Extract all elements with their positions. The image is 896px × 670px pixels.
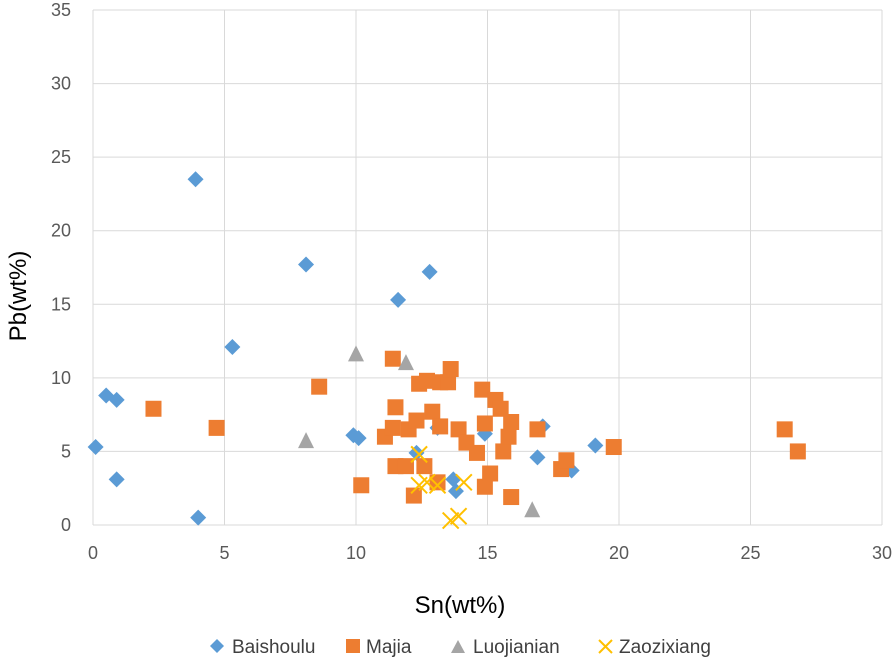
point-majia [468, 444, 485, 461]
point-majia [384, 350, 401, 367]
point-majia [387, 399, 404, 416]
legend-item-luojianian: Luojianian [451, 637, 560, 658]
legend-marker-zaozixiang [598, 639, 613, 654]
point-majia [558, 452, 575, 469]
y-tick-label: 35 [51, 0, 71, 20]
legend-label-majia: Majia [366, 637, 412, 658]
point-majia [311, 378, 328, 395]
point-luojianian [298, 432, 315, 449]
legend-label-baishoulu: Baishoulu [232, 637, 315, 658]
y-axis-ticks: 0 5 10 15 20 25 30 35 [51, 0, 71, 535]
x-tick-label: 15 [477, 543, 497, 563]
y-tick-label: 15 [51, 294, 71, 314]
point-majia [776, 421, 793, 438]
point-zaozixiang [418, 473, 436, 492]
point-majia [408, 412, 425, 429]
x-tick-label: 20 [609, 543, 629, 563]
point-majia [145, 400, 162, 417]
point-baishoulu [350, 430, 367, 447]
point-baishoulu [390, 291, 407, 308]
point-baishoulu [587, 437, 604, 454]
data-points [87, 171, 806, 530]
y-tick-label: 10 [51, 368, 71, 388]
x-axis-title: Sn(wt%) [415, 592, 506, 619]
legend-item-majia: Majia [346, 637, 412, 658]
point-luojianian [348, 345, 364, 362]
x-tick-label: 0 [88, 543, 98, 563]
point-majia [416, 458, 433, 475]
y-tick-label: 0 [61, 515, 71, 535]
point-baishoulu [108, 391, 125, 408]
gridlines [92, 9, 883, 526]
legend-item-baishoulu: Baishoulu [210, 637, 315, 658]
point-baishoulu [108, 471, 125, 488]
point-majia [397, 458, 414, 475]
point-majia [492, 400, 509, 417]
point-majia [476, 478, 493, 495]
x-tick-label: 5 [219, 543, 229, 563]
x-tick-label: 30 [872, 543, 892, 563]
legend-label-zaozixiang: Zaozixiang [619, 637, 711, 658]
point-luojianian [397, 354, 414, 371]
point-baishoulu [224, 338, 241, 355]
point-baishoulu [421, 263, 438, 280]
point-zaozixiang [441, 511, 460, 530]
legend: Baishoulu Majia Luojianian Zaozixiang [210, 637, 711, 658]
x-axis-ticks: 0 5 10 15 20 25 30 [88, 543, 892, 563]
point-majia [353, 477, 370, 494]
point-majia [450, 421, 467, 438]
y-tick-label: 5 [61, 441, 71, 461]
point-majia [495, 443, 512, 460]
point-zaozixiang [455, 473, 473, 492]
point-zaozixiang [410, 445, 428, 464]
legend-item-zaozixiang: Zaozixiang [598, 637, 711, 658]
legend-marker-baishoulu [210, 639, 224, 653]
point-majia [503, 414, 520, 430]
point-majia [442, 361, 459, 378]
point-baishoulu [298, 256, 315, 273]
point-majia [424, 403, 441, 420]
point-majia [440, 374, 457, 391]
point-majia [605, 439, 622, 456]
y-tick-label: 20 [51, 221, 71, 241]
y-tick-label: 25 [51, 147, 71, 167]
point-majia [476, 415, 493, 432]
point-majia [384, 419, 401, 436]
point-majia [405, 487, 422, 504]
point-zaozixiang [428, 476, 447, 494]
point-baishoulu [445, 471, 462, 488]
point-luojianian [524, 501, 541, 518]
point-baishoulu [529, 449, 546, 466]
point-baishoulu [190, 509, 207, 526]
point-majia [429, 474, 446, 491]
point-majia [432, 418, 449, 435]
point-majia [482, 465, 499, 482]
legend-label-luojianian: Luojianian [473, 637, 560, 658]
point-majia [419, 372, 436, 389]
x-tick-label: 10 [346, 543, 366, 563]
legend-marker-majia [346, 639, 360, 653]
point-majia [503, 489, 520, 506]
point-majia [500, 428, 517, 445]
point-baishoulu [187, 171, 204, 188]
point-zaozixiang [449, 507, 468, 525]
point-majia [208, 419, 225, 436]
point-majia [789, 443, 806, 460]
point-majia [474, 381, 491, 398]
y-tick-label: 30 [51, 74, 71, 94]
legend-marker-luojianian [451, 640, 465, 653]
x-tick-label: 25 [740, 543, 760, 563]
point-majia [529, 421, 546, 438]
y-axis-title: Pb(wt%) [5, 251, 32, 342]
point-baishoulu [87, 439, 104, 456]
